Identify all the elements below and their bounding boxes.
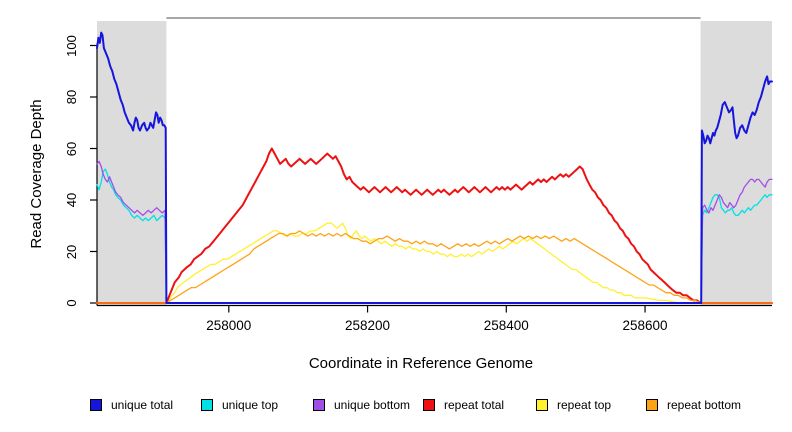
y-tick-label: 20	[64, 244, 79, 259]
y-tick-label: 100	[64, 34, 79, 57]
x-tick-label: 258600	[622, 318, 668, 333]
y-tick-label: 60	[64, 141, 79, 156]
y-tick-label: 40	[64, 192, 79, 208]
x-tick-label: 258200	[345, 318, 391, 333]
x-axis-title: Coordinate in Reference Genome	[308, 355, 534, 372]
y-tick-label: 0	[64, 299, 79, 307]
series-line-unique-bottom	[96, 160, 773, 304]
x-tick-label: 258400	[483, 318, 529, 333]
series-line-unique-total	[96, 31, 773, 304]
series-line-repeat-bottom	[96, 230, 773, 304]
series-line-repeat-top	[96, 222, 773, 304]
y-tick-label: 80	[64, 89, 79, 105]
x-tick-label: 258000	[206, 318, 252, 333]
y-axis-title: Read Coverage Depth	[28, 99, 45, 249]
flank-shade-rect-left	[97, 21, 167, 305]
series-line-unique-top	[96, 168, 773, 304]
series-line-repeat-total	[96, 147, 773, 304]
flank-shade-rect-right	[700, 21, 772, 305]
